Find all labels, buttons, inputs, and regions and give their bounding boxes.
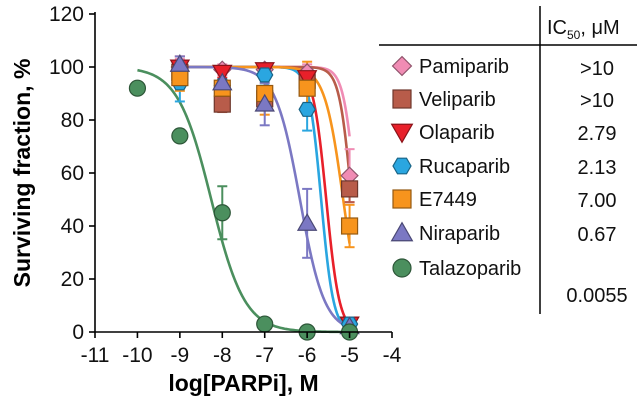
point-olaparib [296,70,318,89]
legend: IC50, μM Pamiparib >10 Veliparib >10 Olaparib… [379,6,637,314]
y-tick-label: 60 [61,162,84,185]
point-rucaparib [256,67,274,83]
legend-marker-veliparib [392,89,412,109]
x-tick-label: -5 [340,344,359,367]
legend-label-niraparib: Niraparib [419,223,500,245]
curve-talazoparib [137,68,350,334]
x-tick-label: -8 [213,344,232,367]
ic50-header: IC50, μM [547,17,620,42]
legend-marker-e7449 [392,189,412,209]
point-talazoparib [256,315,274,333]
point-niraparib [212,72,233,91]
y-tick-label: 120 [49,3,84,26]
legend-label-e7449: E7449 [419,189,477,211]
point-niraparib [296,212,318,231]
point-e7449 [171,68,189,87]
x-tick-label: -6 [298,344,317,367]
x-tick-label: -9 [171,344,190,367]
legend-label-pamiparib: Pamiparib [419,56,509,78]
axes: -11 -10 -9 -8 -7 -6 -5 -4 0 20 40 60 80 100 120 log[PAR… [9,3,402,396]
point-talazoparib [171,127,189,145]
x-tick-label: -7 [255,344,274,367]
legend-label-veliparib: Veliparib [419,89,496,111]
ic50-value-veliparib: >10 [580,90,614,112]
x-axis-title: log[PARPi], M [168,370,318,396]
x-tick-label: -10 [122,344,152,367]
point-talazoparib [213,204,231,222]
point-niraparib [254,93,275,112]
point-niraparib [169,53,191,72]
ic50-value-niraparib: 0.67 [578,224,617,246]
legend-label-rucaparib: Rucaparib [419,156,510,178]
data-markers [128,53,360,341]
ic50-value-olaparib: 2.79 [578,123,617,145]
point-veliparib [340,180,359,198]
y-axis-title: Surviving fraction, % [9,59,35,288]
legend-marker-pamiparib [391,55,413,77]
point-e7449 [298,79,316,97]
x-tick-label: -4 [383,344,402,367]
y-tick-label: 20 [61,268,84,291]
ic50-value-rucaparib: 2.13 [578,157,617,179]
legend-label-talazoparib: Talazoparib [419,258,521,280]
x-tick-label: -11 [81,344,110,367]
point-rucaparib [298,101,316,117]
fitted-curves [137,65,351,334]
ic50-value-e7449: 7.00 [578,190,617,212]
y-tick-label: 80 [61,109,84,132]
ic50-value-pamiparib: >10 [580,58,614,80]
legend-marker-rucaparib [392,157,412,175]
legend-marker-talazoparib [392,258,412,278]
point-veliparib [213,95,231,113]
legend-label-olaparib: Olaparib [419,122,495,144]
point-e7449 [340,217,359,235]
y-tick-label: 0 [72,321,84,344]
legend-marker-olaparib [390,123,414,144]
y-tick-label: 40 [61,215,84,238]
legend-marker-niraparib [390,221,414,242]
y-tick-label: 100 [49,56,84,79]
ic50-value-talazoparib: 0.0055 [566,285,627,307]
point-talazoparib [128,79,147,97]
